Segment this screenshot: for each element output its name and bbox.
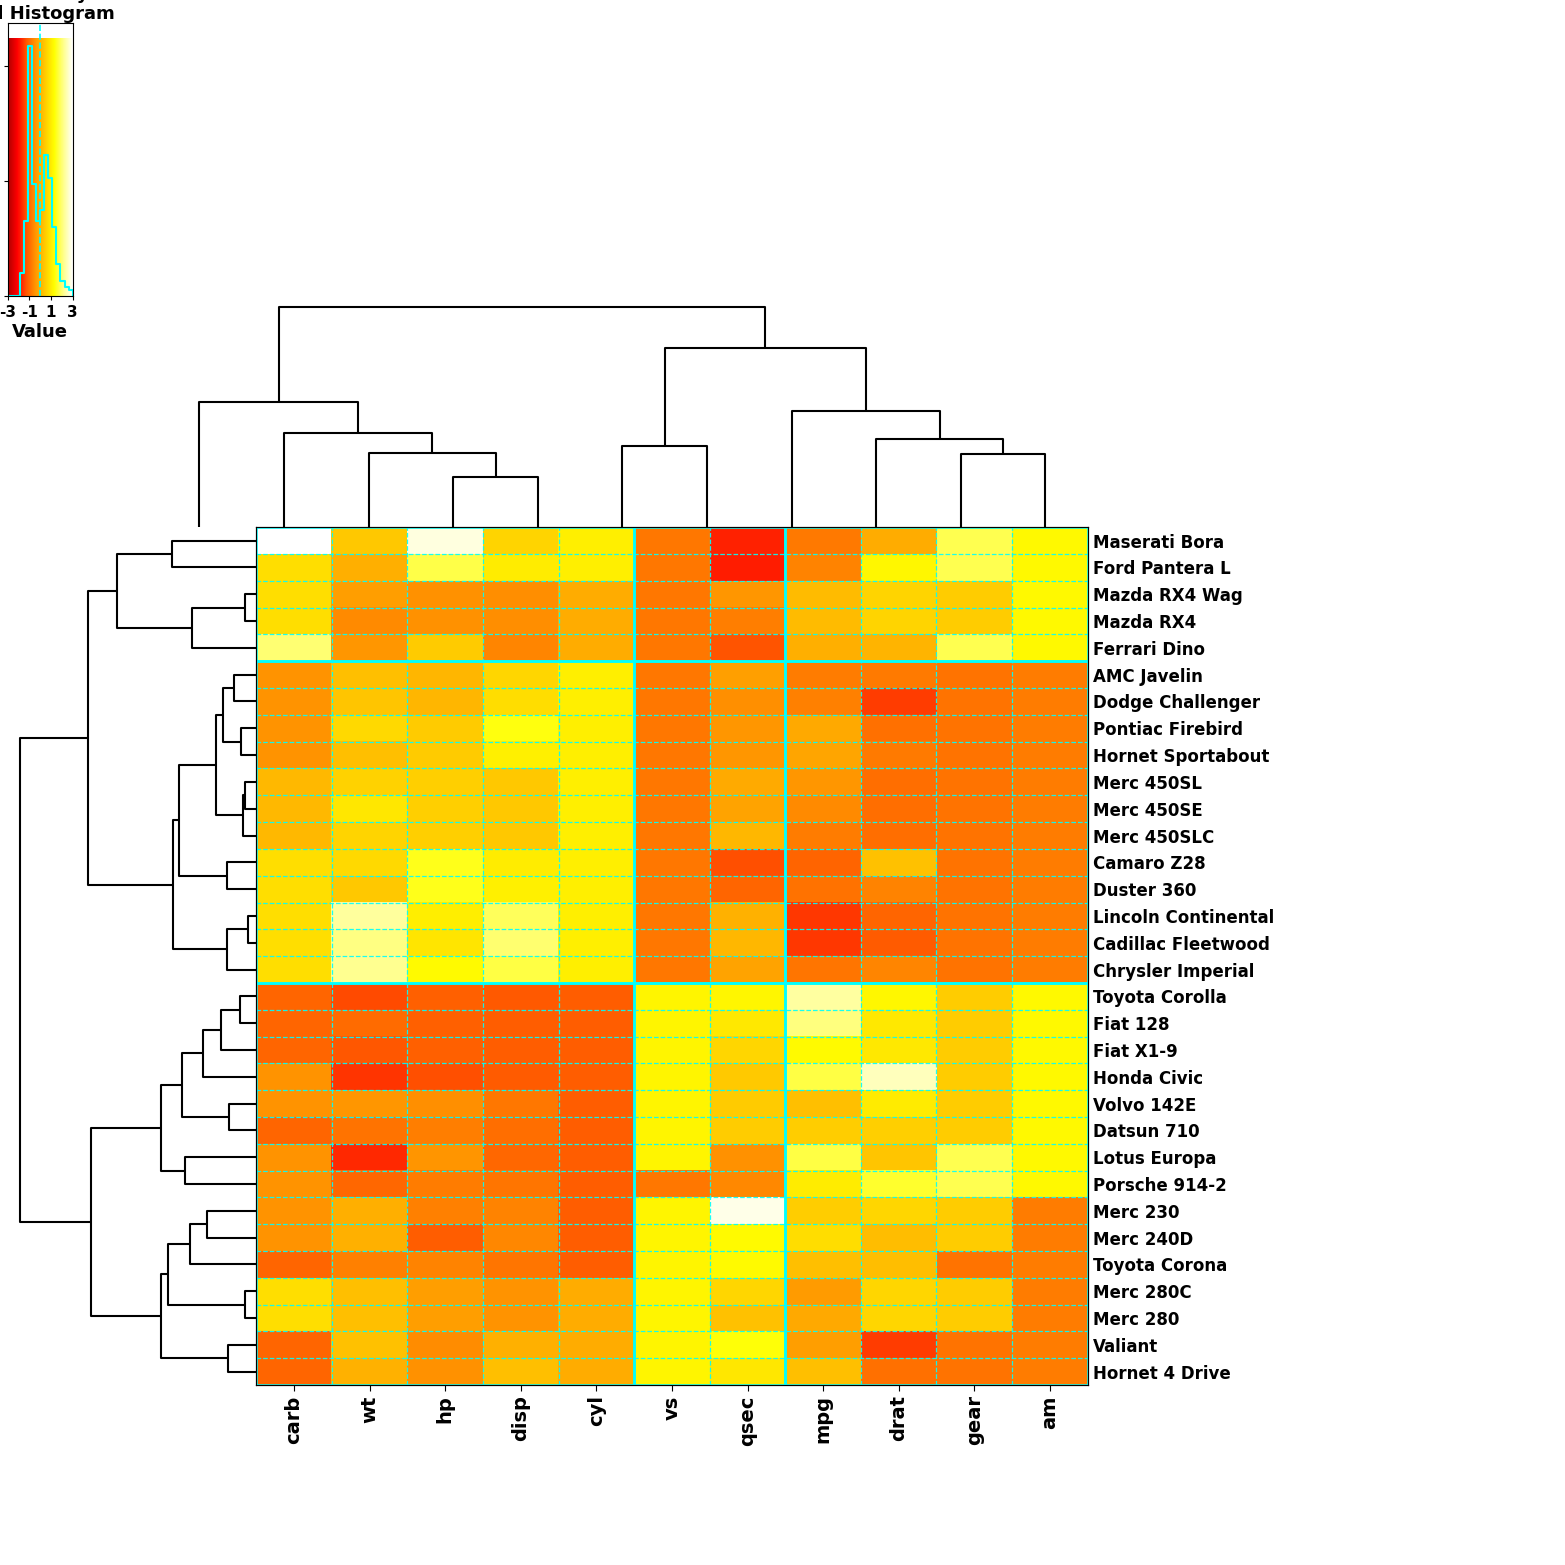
Bar bbox=[257, 983, 634, 1385]
Bar bbox=[257, 527, 634, 662]
Bar bbox=[786, 527, 1088, 662]
Bar bbox=[634, 527, 786, 662]
Bar bbox=[634, 662, 786, 983]
Bar bbox=[257, 662, 634, 983]
Bar bbox=[786, 983, 1088, 1385]
Bar bbox=[786, 662, 1088, 983]
Bar bbox=[634, 983, 786, 1385]
Title: Color Key
and Histogram: Color Key and Histogram bbox=[0, 0, 114, 23]
X-axis label: Value: Value bbox=[13, 322, 69, 341]
